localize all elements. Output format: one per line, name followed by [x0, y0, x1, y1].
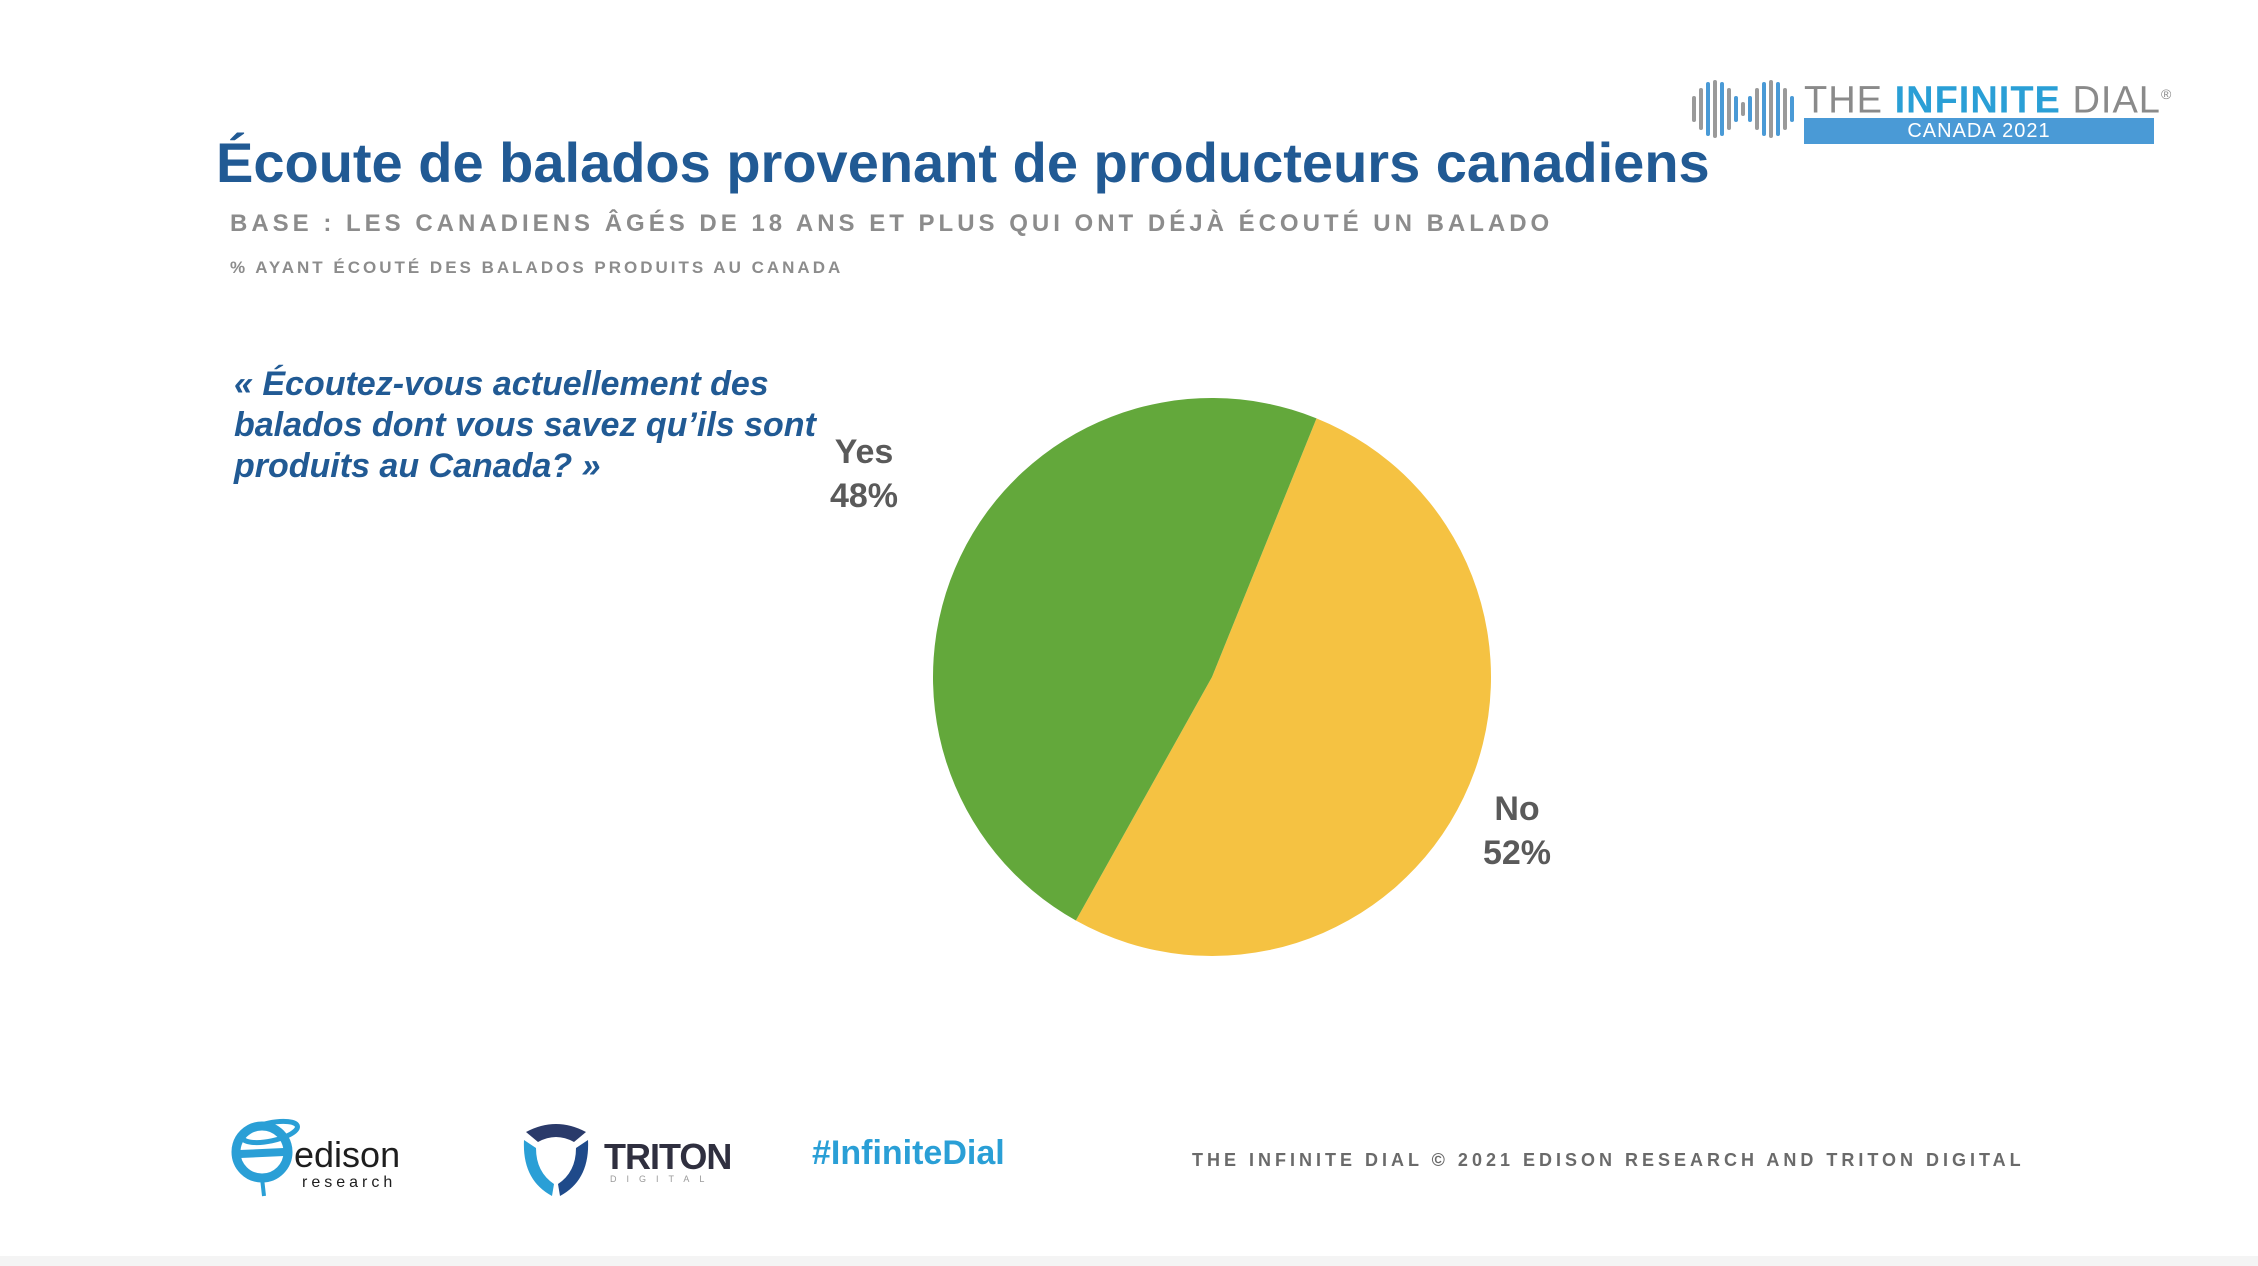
slice-label-no: No	[1494, 790, 1539, 828]
edison-subtext: research	[302, 1174, 397, 1191]
edison-research-logo: edison research	[226, 1112, 436, 1202]
registered-mark: ®	[2160, 86, 2173, 102]
infinite-dial-logo: THE INFINITE DIAL® CANADA 2021	[1688, 72, 2171, 150]
pie-slice-no	[1075, 418, 1491, 957]
slice-value-no: 52%	[1483, 834, 1551, 872]
brand-wordmark: THE INFINITE DIAL®	[1804, 72, 2172, 123]
brand-suffix: DIAL	[2060, 79, 2161, 122]
brand-accent: INFINITE	[1894, 79, 2061, 122]
survey-question: « Écoutez-vous actuellement des balados …	[234, 365, 816, 485]
pie-slice-yes	[932, 397, 1317, 921]
brand-prefix: THE	[1804, 79, 1895, 122]
pie-labels: No 52% Yes 48%	[830, 433, 1551, 872]
edison-wordmark: edison	[294, 1134, 401, 1175]
brand-subtitle: CANADA 2021	[1804, 118, 2154, 144]
bottom-divider	[0, 1256, 2258, 1266]
slice-value-yes: 48%	[830, 477, 898, 515]
copyright-notice: THE INFINITE DIAL © 2021 EDISON RESEARCH…	[1192, 1150, 2025, 1170]
pie-slices	[932, 397, 1491, 957]
slice-label-yes: Yes	[835, 433, 894, 471]
page-title: Écoute de balados provenant de producteu…	[216, 131, 1710, 194]
hashtag: #InfiniteDial	[812, 1134, 1005, 1172]
triton-emblem-icon	[523, 1124, 589, 1196]
base-description: BASE : LES CANADIENS ÂGÉS DE 18 ANS ET P…	[230, 210, 1554, 237]
triton-subtext: DIGITAL	[610, 1174, 715, 1184]
infinite-loop-icon	[1692, 80, 1794, 138]
triton-digital-logo: TRITON DIGITAL	[516, 1116, 732, 1200]
measure-description: % AYANT ÉCOUTÉ DES BALADOS PRODUITS AU C…	[230, 258, 844, 277]
triton-wordmark: TRITON	[604, 1136, 732, 1177]
edison-swirl-icon	[231, 1118, 300, 1197]
